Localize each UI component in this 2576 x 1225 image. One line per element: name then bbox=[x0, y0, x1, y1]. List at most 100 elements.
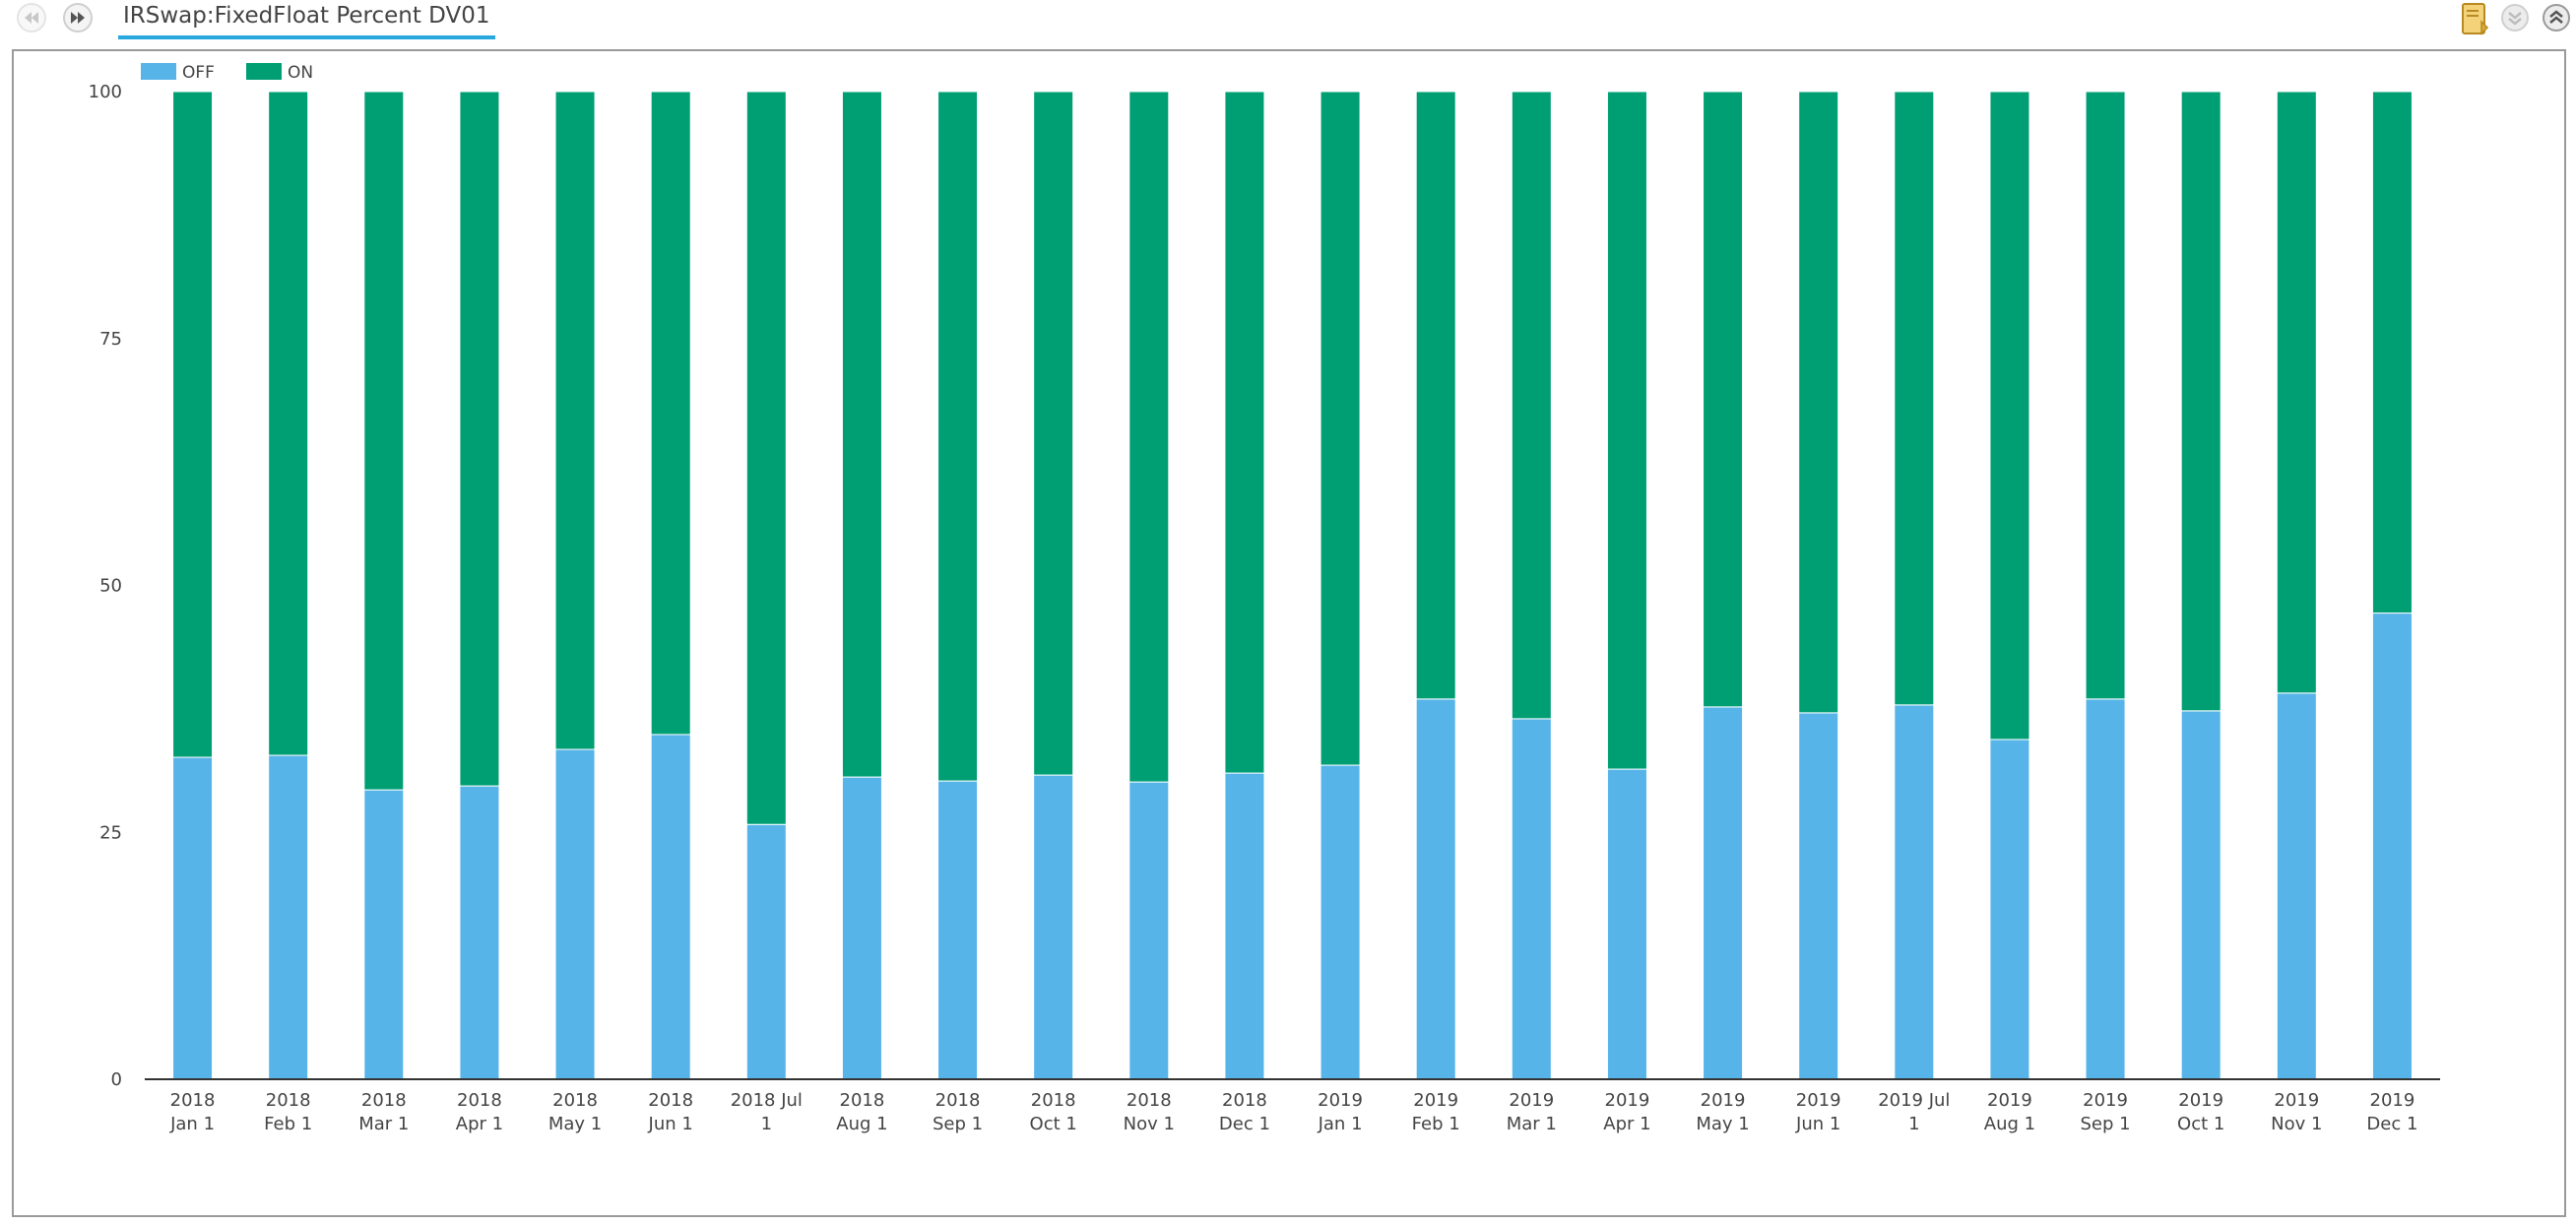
bar-segment-on[interactable] bbox=[2371, 91, 2413, 614]
bar-segment-off[interactable] bbox=[1703, 706, 1744, 1080]
rewind-icon[interactable] bbox=[17, 3, 46, 32]
x-tick-label: Oct 1 bbox=[1030, 1114, 1077, 1134]
bar-segment-on[interactable] bbox=[363, 91, 405, 791]
x-tick-label: 2019 Jul bbox=[1878, 1090, 1950, 1111]
header-bar: IRSwap:FixedFloat Percent DV01 bbox=[0, 0, 2576, 47]
x-tick-label: 2019 bbox=[1318, 1090, 1363, 1111]
x-tick-label: Dec 1 bbox=[1219, 1114, 1270, 1134]
bar-segment-off[interactable] bbox=[363, 789, 405, 1080]
bar-segment-on[interactable] bbox=[1989, 91, 2030, 741]
legend-swatch-off[interactable] bbox=[141, 63, 176, 80]
x-tick-label: Feb 1 bbox=[264, 1114, 312, 1134]
bar-segment-off[interactable] bbox=[2180, 710, 2222, 1080]
x-tick-label: 2019 bbox=[1413, 1090, 1458, 1111]
x-tick-label: 2018 bbox=[361, 1090, 407, 1111]
bar-segment-on[interactable] bbox=[1320, 91, 1361, 766]
bar-segment-on[interactable] bbox=[1415, 91, 1456, 700]
bar-segment-on[interactable] bbox=[1128, 91, 1170, 783]
x-tick-label: 2019 bbox=[1987, 1090, 2032, 1111]
tab-title[interactable]: IRSwap:FixedFloat Percent DV01 bbox=[118, 0, 495, 39]
x-tick-label: Jun 1 bbox=[1795, 1114, 1840, 1134]
legend: OFF ON bbox=[141, 63, 313, 83]
bar-segment-on[interactable] bbox=[745, 91, 787, 825]
x-tick-label: 2018 bbox=[840, 1090, 885, 1111]
bar-segment-off[interactable] bbox=[1894, 704, 1935, 1080]
bar-segment-off[interactable] bbox=[2085, 698, 2126, 1080]
legend-swatch-on[interactable] bbox=[246, 63, 282, 80]
bar-segment-off[interactable] bbox=[1606, 768, 1647, 1080]
x-tick-label: Sep 1 bbox=[933, 1114, 983, 1134]
collapse-icon[interactable] bbox=[2499, 2, 2531, 37]
x-tick-label: 2018 bbox=[648, 1090, 693, 1111]
bar-segment-on[interactable] bbox=[1224, 91, 1265, 774]
bar-segment-off[interactable] bbox=[745, 823, 787, 1080]
x-tick-label: 2019 bbox=[2083, 1090, 2128, 1111]
x-tick-label: 2018 bbox=[1031, 1090, 1076, 1111]
x-tick-label: 2019 bbox=[1796, 1090, 1841, 1111]
bar-segment-off[interactable] bbox=[1033, 774, 1074, 1080]
bar-segment-off[interactable] bbox=[2276, 692, 2317, 1080]
bar-segment-off[interactable] bbox=[650, 734, 691, 1080]
x-tick-label: Apr 1 bbox=[1603, 1114, 1650, 1134]
document-icon[interactable] bbox=[2460, 2, 2489, 41]
bars bbox=[172, 91, 2413, 1080]
chart-panel bbox=[12, 49, 2566, 1217]
bar-segment-on[interactable] bbox=[1894, 91, 1935, 706]
x-tick-label: Nov 1 bbox=[1124, 1114, 1175, 1134]
bar-segment-on[interactable] bbox=[459, 91, 500, 787]
x-tick-label: 2018 bbox=[552, 1090, 598, 1111]
x-tick-label: 2019 bbox=[1509, 1090, 1554, 1111]
bar-segment-on[interactable] bbox=[1033, 91, 1074, 776]
bar-segment-on[interactable] bbox=[2276, 91, 2317, 694]
bar-segment-on[interactable] bbox=[1511, 91, 1552, 720]
x-tick-label: 2019 bbox=[2274, 1090, 2319, 1111]
bar-segment-off[interactable] bbox=[1224, 772, 1265, 1080]
legend-label-on[interactable]: ON bbox=[288, 63, 313, 83]
bar-segment-off[interactable] bbox=[1320, 764, 1361, 1080]
bar-segment-on[interactable] bbox=[172, 91, 214, 758]
legend-label-off[interactable]: OFF bbox=[182, 63, 215, 83]
x-tick-label: 2019 bbox=[1605, 1090, 1650, 1111]
x-tick-label: 2019 bbox=[1701, 1090, 1746, 1111]
bar-segment-on[interactable] bbox=[2085, 91, 2126, 700]
expand-icon[interactable] bbox=[2541, 2, 2572, 37]
bar-segment-off[interactable] bbox=[2371, 612, 2413, 1080]
bar-segment-off[interactable] bbox=[1989, 739, 2030, 1080]
bar-segment-on[interactable] bbox=[937, 91, 979, 782]
bar-segment-off[interactable] bbox=[1128, 781, 1170, 1080]
bar-segment-on[interactable] bbox=[1798, 91, 1839, 714]
bar-segment-on[interactable] bbox=[650, 91, 691, 736]
bar-segment-off[interactable] bbox=[937, 780, 979, 1080]
bar-segment-on[interactable] bbox=[1606, 91, 1647, 770]
x-tick-label: 1 bbox=[761, 1114, 772, 1134]
x-tick-label: 2018 bbox=[266, 1090, 311, 1111]
bar-segment-off[interactable] bbox=[459, 785, 500, 1080]
x-tick-label: Sep 1 bbox=[2081, 1114, 2131, 1134]
x-tick-label: Jan 1 bbox=[169, 1114, 215, 1134]
bar-segment-off[interactable] bbox=[841, 776, 882, 1080]
bar-segment-off[interactable] bbox=[172, 756, 214, 1080]
bar-segment-off[interactable] bbox=[1798, 712, 1839, 1080]
y-tick-label: 50 bbox=[99, 576, 122, 597]
bar-segment-off[interactable] bbox=[554, 748, 596, 1080]
x-tick-label: Oct 1 bbox=[2177, 1114, 2224, 1134]
y-axis: 0 25 50 75 100 bbox=[89, 82, 122, 1090]
bar-segment-on[interactable] bbox=[268, 91, 309, 756]
bar-segment-on[interactable] bbox=[554, 91, 596, 750]
y-tick-label: 25 bbox=[99, 822, 122, 843]
bar-segment-off[interactable] bbox=[268, 754, 309, 1080]
fast-forward-icon[interactable] bbox=[63, 3, 93, 32]
bar-segment-on[interactable] bbox=[1703, 91, 1744, 708]
x-tick-label: 2018 bbox=[1222, 1090, 1267, 1111]
bar-segment-off[interactable] bbox=[1415, 698, 1456, 1080]
bar-segment-on[interactable] bbox=[841, 91, 882, 778]
x-tick-label: Jan 1 bbox=[1318, 1114, 1363, 1134]
x-axis: 2018 Jan 1 2018 Feb 1 2018 Mar 1 2018 Apr 1 2018… bbox=[145, 1078, 2440, 1134]
x-tick-label: 2019 bbox=[2178, 1090, 2223, 1111]
bar-segment-off[interactable] bbox=[1511, 718, 1552, 1080]
x-tick-label: Nov 1 bbox=[2271, 1114, 2322, 1134]
x-tick-label: Dec 1 bbox=[2366, 1114, 2417, 1134]
bar-segment-on[interactable] bbox=[2180, 91, 2222, 712]
x-tick-label: 2018 bbox=[457, 1090, 502, 1111]
